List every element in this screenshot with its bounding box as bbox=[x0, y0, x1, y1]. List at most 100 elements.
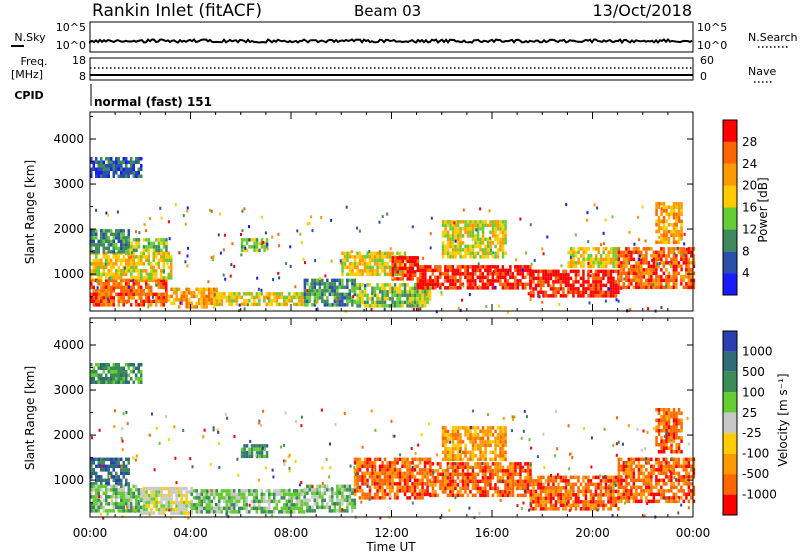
data-cell bbox=[451, 248, 455, 252]
data-cell bbox=[107, 464, 110, 469]
data-cell bbox=[102, 464, 105, 469]
data-cell bbox=[521, 465, 525, 470]
data-cell bbox=[444, 244, 447, 249]
data-cell bbox=[162, 278, 165, 283]
data-cell bbox=[632, 496, 636, 500]
data-cell bbox=[361, 283, 364, 287]
data-cell bbox=[386, 485, 389, 490]
data-cell bbox=[311, 278, 314, 283]
data-cell bbox=[479, 440, 482, 444]
data-cell bbox=[589, 261, 593, 265]
data-cell bbox=[582, 269, 585, 274]
data-cell bbox=[97, 174, 100, 178]
data-cell bbox=[609, 269, 613, 274]
data-cell bbox=[547, 493, 550, 497]
data-cell bbox=[218, 295, 221, 300]
data-cell bbox=[112, 255, 115, 259]
data-cell bbox=[295, 489, 298, 493]
data-cell bbox=[506, 469, 510, 473]
data-cell bbox=[579, 264, 583, 269]
data-cell bbox=[511, 275, 515, 280]
data-cell bbox=[396, 259, 399, 264]
data-cell bbox=[388, 478, 392, 483]
data-cell bbox=[393, 304, 397, 308]
data-cell bbox=[112, 296, 115, 300]
data-cell bbox=[652, 464, 656, 469]
data-cell bbox=[406, 457, 409, 462]
data-cell bbox=[358, 251, 362, 256]
data-cell bbox=[197, 301, 201, 306]
data-cell bbox=[479, 469, 482, 473]
data-cell bbox=[100, 278, 103, 283]
data-cell bbox=[388, 471, 392, 476]
data-cell bbox=[491, 286, 495, 290]
data-cell bbox=[612, 496, 615, 501]
data-cell bbox=[486, 490, 490, 494]
data-cell bbox=[614, 496, 618, 501]
data-cell bbox=[243, 451, 246, 455]
data-cell bbox=[426, 489, 429, 493]
data-cell bbox=[142, 276, 145, 280]
data-cell bbox=[243, 496, 246, 500]
data-cell bbox=[157, 493, 161, 498]
data-cell bbox=[456, 268, 460, 273]
data-cell bbox=[602, 503, 605, 508]
data-cell bbox=[341, 278, 344, 283]
data-cell bbox=[316, 505, 319, 510]
data-cell bbox=[408, 478, 412, 483]
data-cell bbox=[677, 261, 681, 265]
data-cell bbox=[105, 164, 108, 168]
data-cell bbox=[170, 255, 173, 259]
data-cell bbox=[499, 469, 502, 473]
data-cell bbox=[115, 164, 118, 168]
data-cell bbox=[391, 482, 394, 486]
data-cell bbox=[100, 488, 103, 492]
data-cell bbox=[599, 486, 603, 490]
data-cell bbox=[680, 219, 683, 223]
data-cell bbox=[451, 472, 455, 477]
data-cell bbox=[640, 271, 643, 276]
data-cell bbox=[155, 486, 158, 491]
data-cell bbox=[614, 503, 618, 508]
data-cell bbox=[474, 479, 477, 484]
data-cell bbox=[529, 489, 533, 494]
data-cell bbox=[100, 292, 103, 297]
data-cell bbox=[635, 489, 638, 493]
data-cell bbox=[592, 294, 595, 298]
data-cell bbox=[454, 436, 457, 441]
data-cell bbox=[431, 282, 435, 287]
data-cell bbox=[278, 302, 281, 307]
data-cell bbox=[230, 292, 234, 296]
data-cell bbox=[255, 444, 259, 448]
data-cell bbox=[95, 475, 98, 479]
data-cell bbox=[642, 275, 646, 279]
data-cell bbox=[218, 506, 221, 511]
data-cell bbox=[358, 297, 362, 301]
data-cell bbox=[366, 482, 369, 486]
data-cell bbox=[328, 505, 332, 510]
data-cell bbox=[456, 433, 460, 437]
data-cell bbox=[439, 465, 442, 470]
data-cell bbox=[572, 290, 575, 295]
data-cell bbox=[241, 209, 244, 213]
data-cell bbox=[145, 490, 148, 494]
data-cell bbox=[537, 273, 540, 277]
data-cell bbox=[537, 294, 540, 298]
data-cell bbox=[474, 429, 477, 434]
data-cell bbox=[125, 498, 128, 503]
data-cell bbox=[195, 287, 198, 292]
data-cell bbox=[529, 280, 533, 284]
data-cell bbox=[647, 285, 651, 290]
data-cell bbox=[350, 250, 353, 253]
data-cell bbox=[506, 472, 510, 477]
data-cell bbox=[476, 465, 480, 470]
data-cell bbox=[203, 499, 206, 504]
data-cell bbox=[92, 484, 95, 489]
data-cell bbox=[243, 444, 246, 448]
data-cell bbox=[155, 238, 158, 242]
data-cell bbox=[675, 278, 678, 283]
data-cell bbox=[338, 296, 342, 300]
data-cell bbox=[421, 496, 424, 500]
data-cell bbox=[544, 479, 548, 483]
data-cell bbox=[107, 468, 110, 472]
